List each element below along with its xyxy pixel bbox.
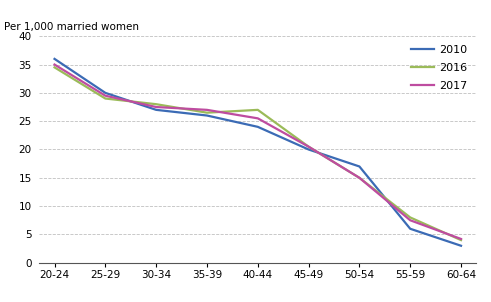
2010 — [52, 57, 57, 61]
2017 — [305, 145, 311, 149]
2016 — [305, 145, 311, 149]
Legend: 2010, 2016, 2017: 2010, 2016, 2017 — [408, 42, 471, 94]
2010 — [407, 227, 413, 231]
2010 — [153, 108, 159, 112]
2017 — [458, 237, 464, 241]
2017 — [407, 218, 413, 222]
2017 — [204, 108, 210, 112]
2016 — [458, 238, 464, 242]
2016 — [103, 97, 109, 100]
2016 — [153, 102, 159, 106]
2010 — [305, 148, 311, 151]
Text: Per 1,000 married women: Per 1,000 married women — [4, 22, 139, 32]
Line: 2010: 2010 — [55, 59, 461, 246]
2010 — [204, 114, 210, 117]
2010 — [356, 165, 362, 168]
Line: 2016: 2016 — [55, 67, 461, 240]
2017 — [153, 105, 159, 109]
2010 — [103, 91, 109, 95]
2016 — [356, 176, 362, 180]
2017 — [103, 94, 109, 98]
2010 — [255, 125, 261, 129]
2016 — [255, 108, 261, 112]
2017 — [255, 117, 261, 120]
2017 — [356, 176, 362, 180]
2016 — [204, 111, 210, 114]
2010 — [458, 244, 464, 248]
2016 — [52, 66, 57, 69]
Line: 2017: 2017 — [55, 65, 461, 239]
2016 — [407, 216, 413, 219]
2017 — [52, 63, 57, 66]
